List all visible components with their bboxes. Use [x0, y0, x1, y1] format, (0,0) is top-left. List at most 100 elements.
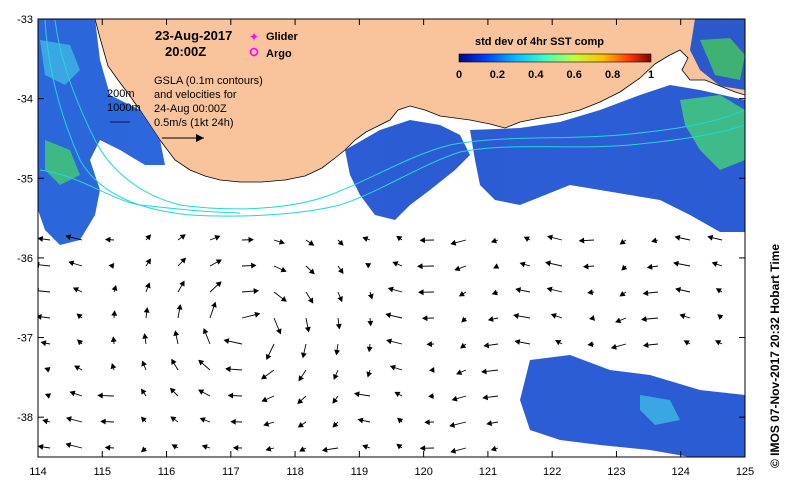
velocity-arrowhead	[547, 234, 553, 241]
velocity-arrowhead	[248, 236, 254, 243]
velocity-arrowhead	[615, 317, 622, 324]
velocity-arrowhead	[646, 263, 653, 270]
sst-patch-west-green	[45, 140, 80, 185]
velocity-arrowhead	[673, 260, 679, 267]
velocity-arrowhead	[357, 417, 364, 424]
velocity-arrowhead	[715, 340, 722, 346]
velocity-arrowhead	[280, 266, 287, 273]
y-tick-label: -33	[17, 14, 33, 26]
velocity-arrow	[38, 264, 51, 267]
velocity-arrowhead	[490, 445, 497, 452]
velocity-arrowhead	[110, 363, 117, 370]
gsla-line-2: and velocities for	[154, 89, 237, 101]
velocity-arrowhead	[419, 445, 426, 452]
velocity-arrowhead	[550, 313, 557, 319]
velocity-arrowhead	[105, 236, 111, 243]
velocity-arrowhead	[587, 289, 593, 296]
plot-frame	[37, 18, 746, 458]
x-tick-label: 121	[479, 466, 497, 478]
velocity-arrowhead	[145, 234, 152, 241]
velocity-arrowhead	[334, 349, 341, 356]
velocity-arrowhead	[215, 259, 222, 265]
velocity-arrowhead	[515, 287, 522, 293]
velocity-arrowhead	[587, 341, 594, 348]
x-tick-label: 116	[158, 466, 176, 478]
x-tick-label: 117	[222, 466, 240, 478]
velocity-arrowhead	[263, 420, 270, 427]
colorbar-tick-label: 0	[456, 69, 462, 81]
velocity-arrowhead	[170, 416, 177, 422]
platform-legend: ✦ Glider Argo	[249, 30, 299, 60]
credit-text: © IMOS 07-Nov-2017 20:32 Hobart Time	[768, 244, 782, 468]
velocity-arrowhead	[683, 340, 690, 346]
velocity-arrowhead	[140, 416, 147, 423]
velocity-arrowhead	[426, 341, 432, 348]
velocity-arrowhead	[523, 236, 530, 242]
velocity-arrowhead	[308, 268, 315, 275]
velocity-arrowhead	[265, 353, 272, 360]
velocity-arrowhead	[44, 366, 51, 373]
y-tick-label: -34	[17, 94, 33, 106]
velocity-arrowhead	[44, 393, 52, 399]
velocity-arrowhead	[396, 235, 403, 242]
velocity-arrowhead	[171, 444, 178, 450]
velocity-arrowhead	[582, 263, 589, 270]
velocity-arrowhead	[674, 234, 681, 241]
x-tick-label: 114	[29, 466, 47, 478]
velocity-arrowhead	[227, 392, 234, 399]
velocity-arrowhead	[610, 343, 617, 350]
x-tick-label: 125	[736, 466, 754, 478]
velocity-arrowhead	[387, 286, 394, 293]
velocity-arrowhead	[304, 326, 311, 333]
colorbar-tick-label: 1	[648, 69, 654, 81]
velocity-arrowhead	[201, 444, 208, 450]
velocity-arrowhead	[366, 371, 373, 378]
velocity-arrowhead	[519, 261, 526, 268]
depth-label-1000m: 1000m	[107, 102, 141, 114]
velocity-arrowhead	[65, 416, 72, 423]
velocity-arrowhead	[482, 394, 489, 401]
velocity-arrowhead	[278, 239, 285, 245]
velocity-arrowhead	[108, 263, 115, 269]
velocity-arrowhead	[180, 257, 187, 264]
velocity-arrowhead	[254, 311, 261, 318]
velocity-arrowhead	[451, 395, 458, 402]
velocity-arrowhead	[487, 316, 494, 322]
velocity-arrowhead	[38, 236, 44, 242]
velocity-arrowhead	[250, 262, 257, 269]
velocity-arrowhead	[141, 360, 147, 367]
x-tick-label: 119	[351, 466, 369, 478]
velocity-arrowhead	[394, 391, 401, 398]
velocity-arrowhead	[481, 368, 487, 375]
velocity-arrowhead	[337, 267, 344, 274]
colorbar-ticks: 0 0.2 0.4 0.6 0.8 1	[456, 69, 654, 81]
sst-patch-se	[520, 355, 745, 457]
velocity-arrowhead	[490, 237, 497, 244]
gsla-line-3: 24-Aug 00:00Z	[154, 103, 227, 115]
velocity-arrowhead	[199, 417, 206, 423]
velocity-arrowhead	[230, 418, 236, 425]
velocity-arrowhead	[171, 358, 177, 365]
velocity-arrowhead	[298, 375, 304, 382]
velocity-arrowhead	[367, 320, 374, 327]
velocity-arrowhead	[555, 339, 562, 346]
velocity-arrowhead	[619, 239, 626, 245]
velocity-arrowhead	[77, 339, 84, 346]
y-tick-label: -37	[17, 333, 33, 345]
velocity-arrowhead	[297, 398, 304, 405]
velocity-arrowhead	[176, 304, 183, 310]
colorbar-title: std dev of 4hr SST comp	[475, 36, 604, 48]
velocity-arrowhead	[214, 235, 221, 241]
velocity-arrowhead	[335, 323, 342, 330]
velocity-arrowhead	[211, 301, 217, 308]
velocity-arrowhead	[261, 373, 268, 380]
velocity-arrowhead	[333, 373, 339, 380]
velocity-arrowhead	[619, 291, 626, 297]
argo-label: Argo	[266, 48, 292, 60]
colorbar: std dev of 4hr SST comp 0 0.2 0.4 0.6 0.8 1	[456, 36, 654, 81]
colorbar-gradient	[458, 53, 652, 63]
velocity-arrowhead	[72, 287, 80, 293]
velocity-arrowhead	[651, 237, 658, 244]
colorbar-tick-label: 0.4	[528, 69, 544, 81]
velocity-arrowhead	[546, 286, 553, 293]
